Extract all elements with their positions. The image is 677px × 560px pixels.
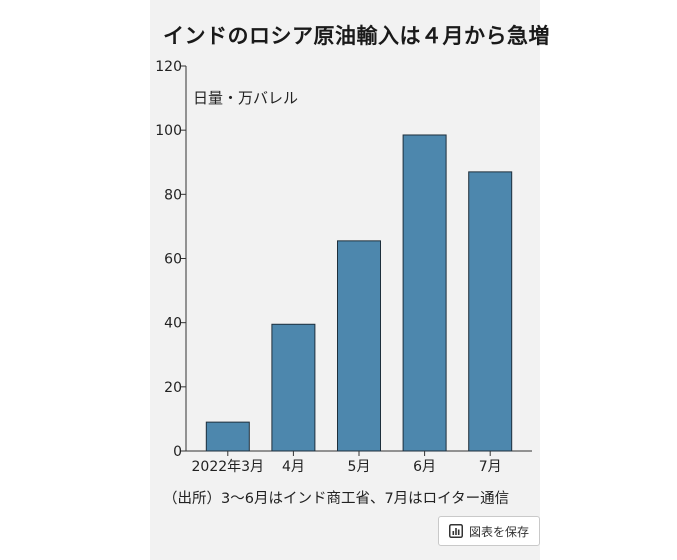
bar — [337, 240, 381, 452]
x-tick-label: 4月 — [282, 459, 305, 475]
chart-title: インドのロシア原油輸入は４月から急増 — [163, 24, 550, 48]
save-chart-button[interactable]: 図表を保存 — [438, 516, 540, 546]
y-unit-label: 日量・万バレル — [193, 89, 298, 107]
bar — [468, 171, 513, 452]
x-tick-label: 7月 — [479, 459, 502, 475]
y-tick-label: 0 — [173, 444, 182, 460]
y-tick-label: 40 — [164, 316, 182, 332]
save-button-label: 図表を保存 — [468, 524, 529, 539]
y-tick-label: 120 — [155, 59, 182, 75]
y-tick-label: 80 — [164, 187, 182, 203]
x-tick-label: 6月 — [413, 459, 436, 475]
x-tick-label: 5月 — [348, 459, 371, 475]
y-tick-label: 20 — [164, 380, 182, 396]
bar — [402, 134, 447, 452]
source-note: （出所）3～6月はインド商工省、7月はロイター通信 — [163, 491, 510, 507]
bar — [205, 421, 250, 452]
x-tick-label: 2022年3月 — [192, 459, 265, 475]
y-tick-label: 100 — [155, 123, 182, 139]
bar-chart-icon — [448, 524, 463, 538]
y-tick-label: 60 — [164, 252, 182, 268]
bar — [271, 323, 316, 452]
